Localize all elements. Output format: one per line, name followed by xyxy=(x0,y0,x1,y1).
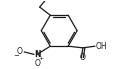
Text: −: − xyxy=(13,53,19,59)
Text: O: O xyxy=(80,53,86,62)
Text: +: + xyxy=(39,56,44,61)
Text: N: N xyxy=(34,50,41,59)
Text: O: O xyxy=(34,59,40,68)
Text: OH: OH xyxy=(96,42,107,51)
Text: O: O xyxy=(17,47,23,56)
